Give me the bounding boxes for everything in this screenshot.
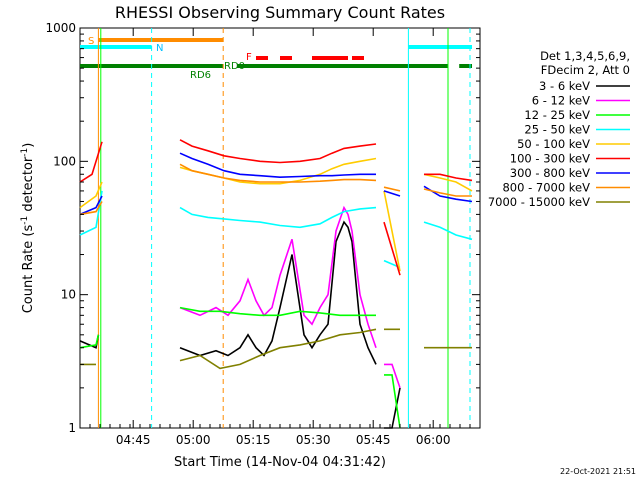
flare-label: F — [246, 52, 252, 63]
series-line-6-12-kev — [179, 205, 401, 389]
saa-label: S — [88, 36, 94, 47]
x-tick-label: 05:45 — [356, 433, 391, 447]
y-axis-ticks: 1 10 100 1000 — [45, 21, 480, 435]
series-line-50-100-kev — [79, 157, 473, 272]
x-tick-label: 04:45 — [116, 433, 151, 447]
legend-header-line-2: FDecim 2, Att 0 — [541, 63, 630, 77]
x-axis-ticks: 04:45 05:00 05:15 05:30 05:45 06:00 — [79, 28, 481, 447]
y-tick-label: 1000 — [45, 21, 76, 35]
x-tick-label: 05:15 — [236, 433, 271, 447]
y-tick-label: 100 — [53, 154, 76, 168]
legend-entry-label: 12 - 25 keV — [524, 108, 590, 122]
y-tick-label: 1 — [68, 421, 76, 435]
legend-header-line-1: Det 1,3,4,5,6,9, — [540, 49, 630, 63]
legend-entry-label: 25 - 50 keV — [524, 123, 590, 137]
legend-entry-label: 3 - 6 keV — [539, 79, 590, 93]
vertical-marker-lines — [97, 28, 471, 428]
series-line-100-300-kev — [79, 139, 473, 276]
legend-entry-label: 300 - 800 keV — [510, 166, 590, 180]
series-lines — [79, 139, 473, 429]
legend-entry-label: 100 - 300 keV — [510, 152, 590, 166]
series-line-12-25-kev — [79, 306, 401, 429]
series-line-800-7000-kev — [79, 163, 472, 216]
decim-label-rd0: RD0 — [224, 61, 245, 72]
chart-title: RHESSI Observing Summary Count Rates — [115, 3, 445, 22]
legend-entry-label: 50 - 100 keV — [517, 137, 590, 151]
x-tick-label: 06:00 — [416, 433, 451, 447]
y-tick-label: 10 — [61, 288, 76, 302]
series-line-300-800-kev — [79, 152, 473, 216]
series-line-7000-15000-kev — [80, 328, 472, 370]
legend: Det 1,3,4,5,6,9, FDecim 2, Att 0 3 - 6 k… — [488, 49, 630, 209]
night-label: N — [156, 43, 163, 54]
legend-entry-label: 7000 - 15000 keV — [488, 195, 590, 209]
x-axis-label: Start Time (14-Nov-04 04:31:42) — [174, 455, 386, 470]
legend-entry-label: 800 - 7000 keV — [502, 181, 590, 195]
series-line-25-50-kev — [79, 190, 473, 269]
x-tick-label: 05:00 — [176, 433, 211, 447]
decim-label-rd6: RD6 — [190, 70, 211, 81]
state-bars — [80, 38, 472, 68]
x-tick-label: 05:30 — [296, 433, 331, 447]
render-timestamp: 22-Oct-2021 21:51 — [560, 467, 636, 476]
y-axis-label: Count Rate (s-1 detector-1) — [20, 143, 36, 314]
legend-entry-label: 6 - 12 keV — [532, 94, 590, 108]
